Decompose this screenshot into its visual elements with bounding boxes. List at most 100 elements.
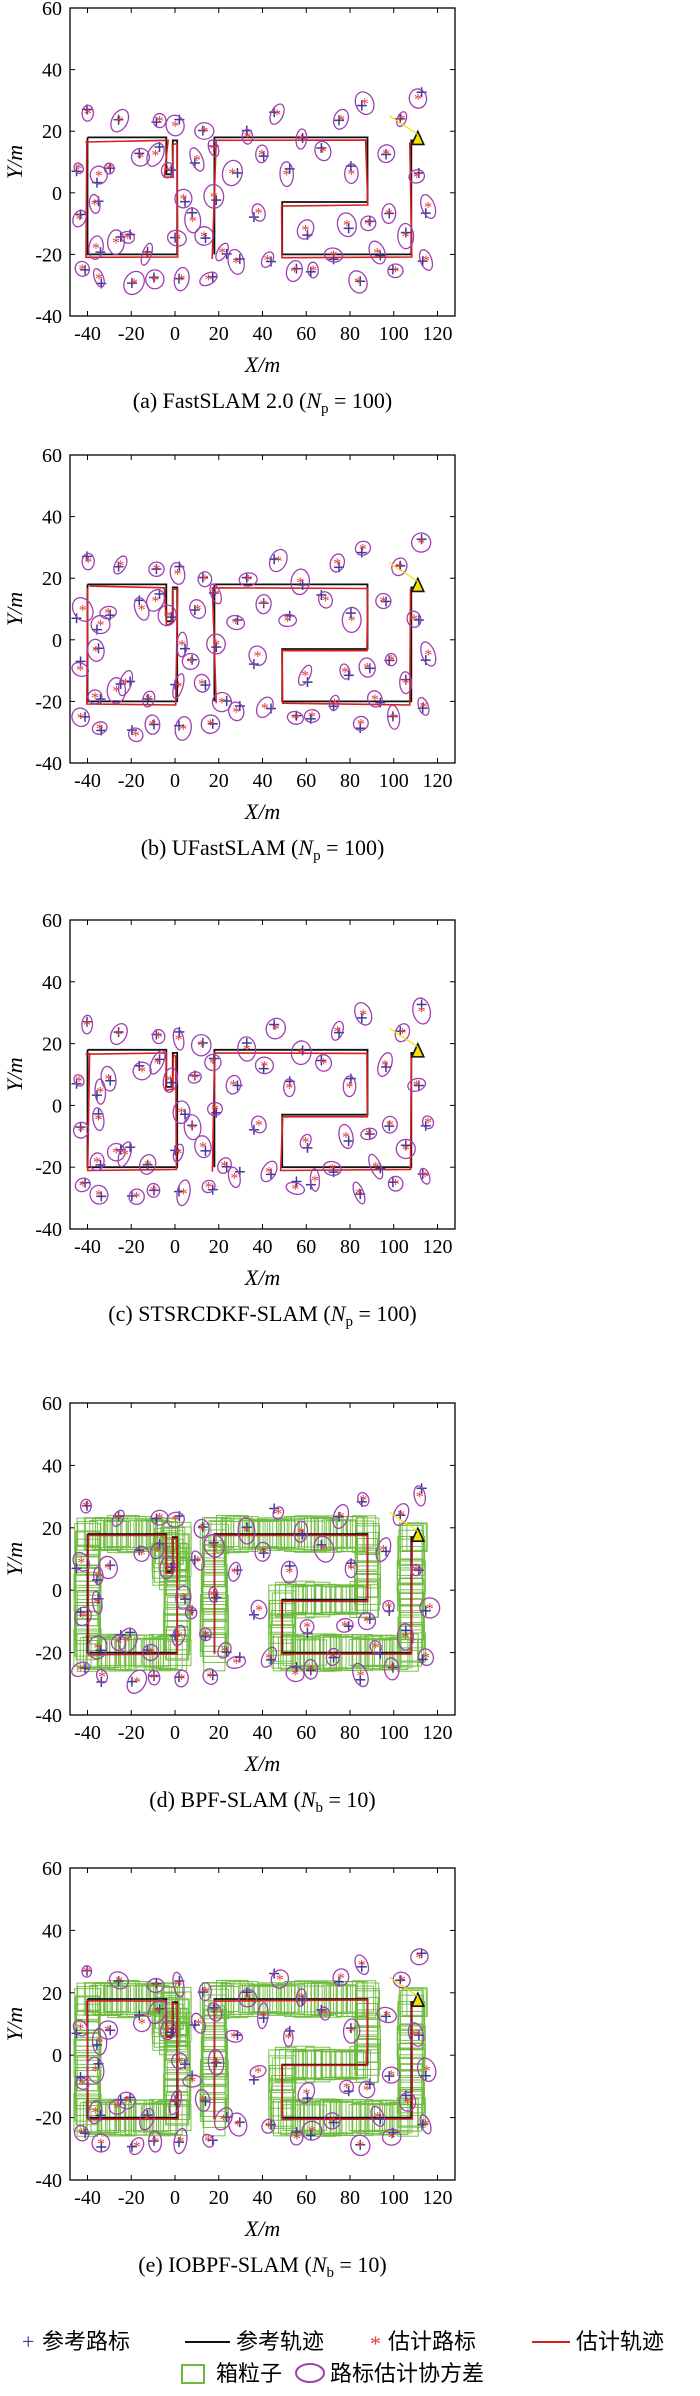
estimated-path bbox=[211, 586, 421, 706]
estimated-landmark: * bbox=[193, 152, 201, 169]
plot-area: ****************************************… bbox=[71, 1483, 441, 1694]
x-tick-label: 80 bbox=[340, 323, 360, 345]
estimated-landmark: * bbox=[187, 654, 195, 671]
covariance-ellipse bbox=[71, 597, 94, 622]
estimated-landmark: * bbox=[194, 602, 202, 619]
covariance-ellipse bbox=[421, 1115, 435, 1130]
covariance-ellipse bbox=[237, 1036, 257, 1062]
y-axis-label: Y/m bbox=[2, 1542, 27, 1576]
estimated-landmark: * bbox=[301, 668, 309, 685]
estimated-landmark: * bbox=[416, 1489, 424, 1506]
y-tick-label: -20 bbox=[35, 1643, 62, 1665]
covariance-ellipse bbox=[228, 2112, 248, 2137]
covariance-ellipse bbox=[174, 188, 193, 209]
x-tick-label: 60 bbox=[296, 323, 316, 345]
covariance-ellipse bbox=[194, 2088, 211, 2112]
estimated-landmark: * bbox=[255, 1117, 263, 1134]
estimated-landmark: * bbox=[138, 2016, 146, 2033]
estimated-landmark: * bbox=[200, 229, 208, 246]
covariance-ellipse bbox=[313, 1535, 335, 1563]
covariance-ellipse bbox=[318, 2006, 331, 2021]
covariance-ellipse bbox=[386, 704, 401, 730]
subplot-a: -40 -20 0 20 40 60 80 100 120 -40 -20 0 20 40 60 X/m Y/m… bbox=[2, 0, 456, 417]
y-tick-label: 0 bbox=[52, 630, 62, 652]
covariance-ellipse bbox=[148, 561, 165, 578]
covariance-ellipse bbox=[171, 1624, 186, 1647]
legend-covariance-swatch bbox=[295, 2363, 325, 2383]
estimated-landmark: * bbox=[391, 264, 399, 281]
covariance-ellipse bbox=[145, 269, 165, 290]
y-tick-label: 0 bbox=[52, 2045, 62, 2067]
estimated-landmark: * bbox=[412, 2027, 420, 2044]
estimated-landmark: * bbox=[96, 1085, 104, 1102]
covariance-ellipse bbox=[254, 1541, 271, 1562]
covariance-ellipse bbox=[285, 259, 303, 283]
estimated-landmark: * bbox=[265, 1650, 273, 1667]
estimated-landmark: * bbox=[402, 229, 410, 246]
covariance-ellipse bbox=[394, 1023, 411, 1043]
estimated-landmark: * bbox=[284, 613, 292, 630]
covariance-ellipse bbox=[256, 2002, 269, 2030]
estimated-landmark: * bbox=[412, 1563, 420, 1580]
covariance-ellipse bbox=[290, 1040, 312, 1066]
estimated-landmark: * bbox=[179, 1590, 187, 1607]
covariance-ellipse bbox=[166, 229, 187, 247]
estimated-landmark: * bbox=[136, 150, 144, 167]
covariance-ellipse bbox=[166, 1511, 185, 1528]
estimated-landmark: * bbox=[76, 662, 84, 679]
estimated-landmark: * bbox=[77, 1662, 85, 1679]
estimated-landmark: * bbox=[83, 1964, 91, 1981]
covariance-ellipse bbox=[176, 1179, 191, 1207]
covariance-ellipse bbox=[285, 1181, 306, 1196]
covariance-ellipse bbox=[419, 1167, 431, 1185]
covariance-ellipse bbox=[75, 2077, 90, 2090]
estimated-landmark: * bbox=[387, 2068, 395, 2085]
x-tick-label: 60 bbox=[296, 770, 316, 792]
x-tick-label: -40 bbox=[74, 770, 101, 792]
covariance-ellipse bbox=[87, 2100, 103, 2125]
estimated-landmark: * bbox=[372, 1640, 380, 1657]
estimated-landmark: * bbox=[230, 2029, 238, 2046]
estimated-landmark: * bbox=[97, 2136, 105, 2153]
covariance-ellipse bbox=[165, 114, 185, 137]
covariance-ellipse bbox=[117, 670, 134, 697]
estimated-landmark: * bbox=[178, 1672, 186, 1689]
x-tick-label: -20 bbox=[118, 1722, 145, 1744]
estimated-landmark: * bbox=[293, 2131, 301, 2148]
estimated-landmark: * bbox=[398, 1026, 406, 1043]
estimated-landmark: * bbox=[382, 147, 390, 164]
x-tick-label: 0 bbox=[170, 1236, 180, 1258]
x-tick-label: 60 bbox=[296, 1722, 316, 1744]
estimated-landmark: * bbox=[272, 1022, 280, 1039]
estimated-landmark: * bbox=[179, 721, 187, 738]
estimated-landmark: * bbox=[346, 1079, 354, 1096]
y-tick-label: 20 bbox=[42, 1518, 62, 1540]
estimated-landmark: * bbox=[232, 704, 240, 721]
estimated-landmark: * bbox=[212, 2055, 220, 2072]
estimated-landmark: * bbox=[329, 1650, 337, 1667]
box-particle bbox=[406, 1522, 428, 1553]
y-tick-label: 20 bbox=[42, 1034, 62, 1056]
estimated-landmark: * bbox=[260, 597, 268, 614]
box-particle bbox=[406, 1987, 428, 2018]
estimated-landmark: * bbox=[402, 676, 410, 693]
estimated-landmark: * bbox=[320, 1542, 328, 1559]
estimated-landmark: * bbox=[308, 2124, 316, 2141]
estimated-landmark: * bbox=[175, 2054, 183, 2071]
estimated-landmark: * bbox=[174, 1146, 182, 1163]
covariance-ellipse bbox=[173, 2127, 188, 2155]
covariance-ellipse bbox=[187, 1071, 202, 1084]
estimated-landmark: * bbox=[171, 2095, 179, 2112]
covariance-ellipse bbox=[303, 709, 321, 723]
reference-path bbox=[213, 583, 420, 703]
x-tick-label: 40 bbox=[253, 1722, 273, 1744]
estimated-landmark: * bbox=[402, 1142, 410, 1159]
covariance-ellipse bbox=[370, 2105, 386, 2127]
estimated-landmark: * bbox=[133, 1190, 141, 1207]
covariance-ellipse bbox=[381, 2066, 401, 2084]
covariance-ellipse bbox=[407, 2022, 425, 2047]
estimated-landmark: * bbox=[410, 612, 418, 629]
x-axis-label: X/m bbox=[244, 1751, 280, 1776]
y-axis-label: Y/m bbox=[2, 1057, 27, 1091]
covariance-ellipse bbox=[72, 1551, 90, 1572]
